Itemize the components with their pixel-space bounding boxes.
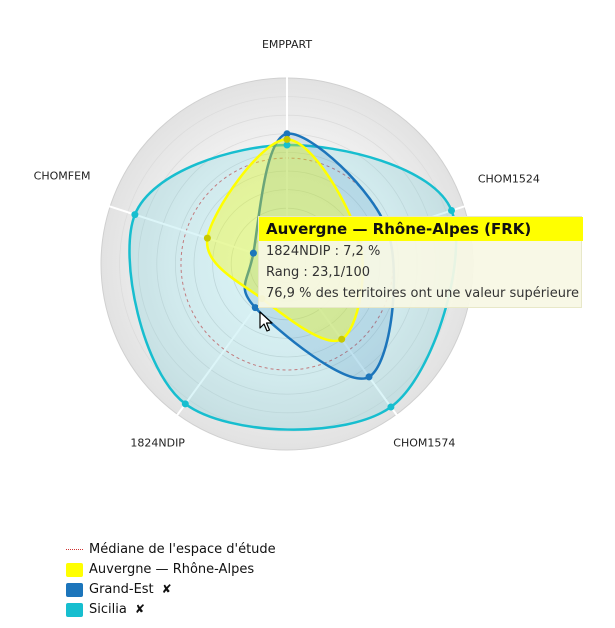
legend-item-sicilia: Sicilia ✘ bbox=[64, 600, 364, 620]
legend-swatch bbox=[66, 603, 83, 617]
series-point[interactable] bbox=[283, 130, 291, 138]
legend-swatch bbox=[66, 583, 83, 597]
tooltip: Auvergne — Rhône-Alpes (FRK) 1824NDIP : … bbox=[258, 216, 583, 308]
remove-icon[interactable]: ✘ bbox=[134, 602, 145, 616]
axis-label: CHOM1524 bbox=[478, 173, 540, 186]
series-point[interactable] bbox=[387, 403, 395, 411]
legend-item-auvergne: Auvergne — Rhône-Alpes bbox=[64, 560, 364, 580]
tooltip-percent: 76,9 % des territoires ont une valeur su… bbox=[266, 286, 580, 301]
legend: Médiane de l'espace d'étude Auvergne — R… bbox=[64, 540, 364, 620]
tooltip-rank: Rang : 23,1/100 bbox=[266, 265, 370, 280]
series-point[interactable] bbox=[338, 335, 346, 343]
series-point[interactable] bbox=[283, 141, 291, 149]
series-point[interactable] bbox=[203, 234, 211, 242]
series-point[interactable] bbox=[131, 211, 139, 219]
tooltip-title: Auvergne — Rhône-Alpes (FRK) bbox=[259, 217, 583, 241]
series-point[interactable] bbox=[365, 373, 373, 381]
series-point[interactable] bbox=[448, 207, 455, 214]
legend-item-label: Auvergne — Rhône-Alpes bbox=[89, 562, 255, 577]
axis-label: 1824NDIP bbox=[130, 436, 185, 449]
remove-icon[interactable]: ✘ bbox=[161, 582, 172, 596]
legend-item-grand-est: Grand-Est ✘ bbox=[64, 580, 364, 600]
radar-axis-labels: EMPPART CHOM1524 CHOM1574 1824NDIP CHOMFEM bbox=[34, 38, 540, 449]
legend-median-label: Médiane de l'espace d'étude bbox=[89, 542, 276, 557]
series-point[interactable] bbox=[249, 249, 257, 257]
axis-label: EMPPART bbox=[262, 38, 312, 51]
legend-item-label: Grand-Est bbox=[89, 582, 154, 597]
legend-item-label: Sicilia bbox=[89, 602, 127, 617]
axis-label: CHOM1574 bbox=[393, 436, 455, 449]
legend-swatch bbox=[66, 563, 83, 577]
legend-median: Médiane de l'espace d'étude bbox=[64, 540, 364, 560]
tooltip-value: 1824NDIP : 7,2 % bbox=[266, 244, 381, 259]
series-point[interactable] bbox=[283, 135, 291, 143]
series-point[interactable] bbox=[181, 400, 189, 408]
series-point[interactable] bbox=[251, 304, 259, 312]
mouse-cursor-icon bbox=[259, 311, 273, 332]
axis-label: CHOMFEM bbox=[34, 170, 91, 183]
median-dash-icon bbox=[66, 549, 83, 550]
